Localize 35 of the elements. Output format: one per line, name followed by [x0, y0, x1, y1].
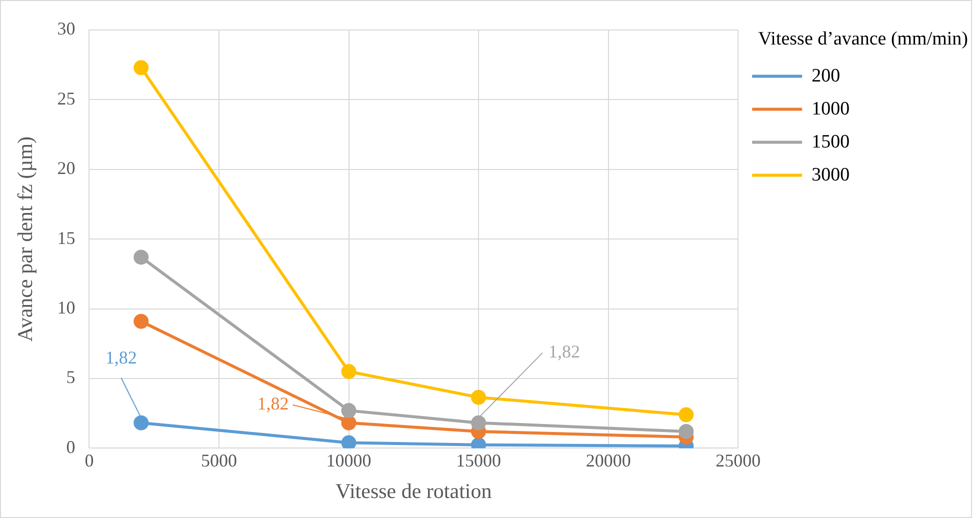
y-axis-title: Avance par dent fz (µm) — [13, 136, 38, 342]
point — [134, 250, 149, 265]
annotation: 1,82 — [548, 342, 580, 362]
legend-label: 200 — [812, 65, 840, 86]
y-tick-label: 20 — [57, 158, 76, 178]
x-tick-label: 25000 — [716, 450, 761, 471]
x-tick-label: 5000 — [200, 450, 237, 471]
point — [678, 424, 694, 439]
x-tick-label: 15000 — [456, 450, 502, 471]
point — [341, 403, 356, 418]
point — [134, 314, 149, 329]
point — [134, 60, 149, 76]
point — [341, 415, 356, 430]
y-tick-label: 30 — [57, 18, 76, 39]
annotation: 1,82 — [105, 348, 137, 368]
y-tick-label: 15 — [57, 228, 76, 248]
x-tick-label: 10000 — [326, 450, 372, 471]
point — [341, 364, 356, 380]
y-tick-label: 10 — [57, 298, 76, 318]
legend-label: 1000 — [812, 98, 850, 120]
x-tick-label: 0 — [84, 450, 94, 471]
x-axis-title: Vitesse de rotation — [336, 478, 492, 503]
point — [678, 407, 694, 422]
annotation: 1,82 — [257, 394, 289, 414]
y-tick-label: 5 — [66, 367, 76, 388]
legend-label: 1500 — [812, 131, 850, 152]
point — [341, 435, 356, 448]
y-tick-label: 0 — [66, 436, 76, 457]
point — [134, 415, 149, 430]
point — [471, 415, 486, 430]
point — [471, 390, 486, 405]
x-tick-label: 20000 — [586, 450, 631, 471]
legend-label: 3000 — [812, 164, 850, 186]
legend-title: Vitesse d’avance (mm/min) — [758, 28, 968, 50]
y-tick-label: 25 — [57, 88, 76, 108]
